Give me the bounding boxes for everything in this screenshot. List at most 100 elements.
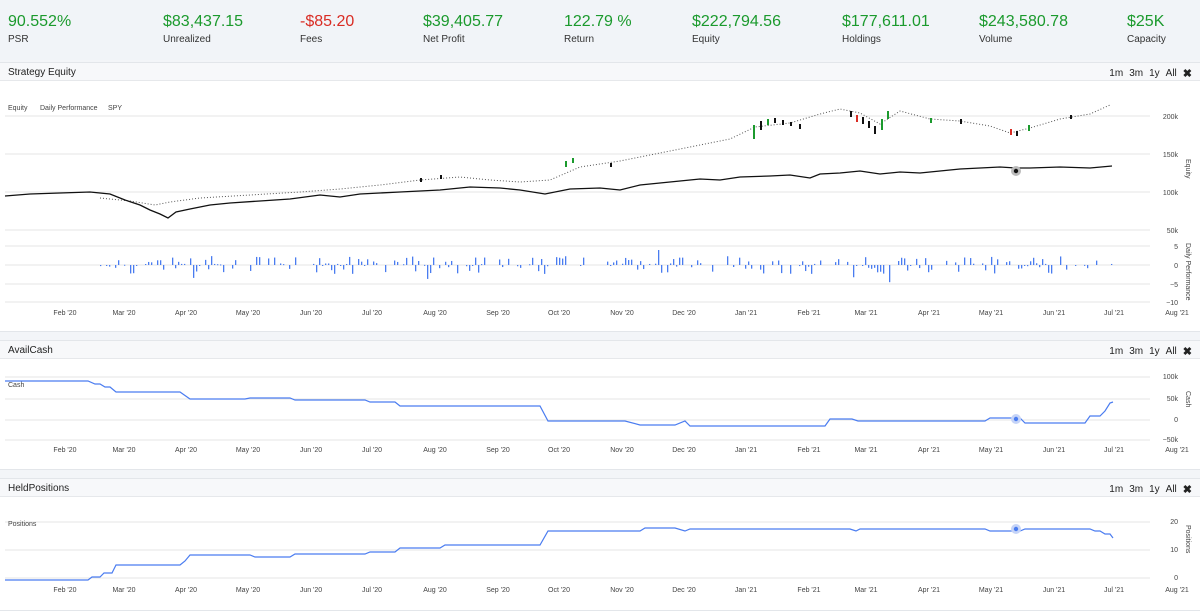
cash-line [5, 380, 1114, 427]
availcash-chart: Cash 100k 50k 0 −50k Cash Feb '20 Mar '20… [5, 374, 1191, 454]
performance-bar [220, 264, 222, 266]
x-tick-label: Sep '20 [486, 310, 510, 317]
performance-bar [325, 263, 327, 265]
x-tick-label: May '21 [979, 587, 1003, 594]
x-tick-label: Aug '20 [423, 447, 447, 454]
panel-title: AvailCash [8, 345, 53, 356]
x-tick-label: Jul '20 [362, 587, 382, 594]
performance-bar [799, 265, 801, 267]
x-tick-label: Oct '20 [548, 310, 570, 317]
performance-bar [100, 265, 102, 267]
performance-bar [700, 263, 702, 265]
performance-bar [1024, 265, 1026, 266]
heldpositions-panel: HeldPositions 1m 3m 1y All ✖ Positions 2… [0, 478, 1200, 611]
performance-bar [805, 265, 807, 272]
cash-axis-label: Cash [1184, 391, 1191, 407]
range-1y-button[interactable]: 1y [1149, 346, 1160, 357]
x-tick-label: May '21 [979, 447, 1003, 454]
range-3m-button[interactable]: 3m [1129, 346, 1144, 357]
performance-bar [610, 265, 612, 266]
performance-bar [385, 265, 387, 273]
range-1m-button[interactable]: 1m [1109, 484, 1124, 495]
x-tick-label: Apr '20 [175, 447, 197, 454]
performance-bar [451, 260, 453, 265]
legend-cash: Cash [8, 382, 24, 389]
close-icon[interactable]: ✖ [1182, 68, 1192, 80]
performance-bar [208, 265, 210, 270]
performance-bar [343, 265, 345, 270]
stat-value: -$85.20 [300, 13, 355, 30]
x-tick-label: Aug '21 [1165, 310, 1189, 317]
stat-label: PSR [8, 34, 29, 45]
x-tick-label: Apr '20 [175, 587, 197, 594]
x-tick-label: Aug '21 [1165, 587, 1189, 594]
performance-bar [334, 265, 336, 274]
performance-bar [319, 258, 321, 265]
range-1m-button[interactable]: 1m [1109, 68, 1124, 79]
performance-bar [433, 257, 435, 265]
performance-bar [448, 265, 450, 268]
performance-bar [991, 256, 993, 265]
stat-label: Unrealized [163, 34, 211, 45]
range-all-button[interactable]: All [1165, 68, 1177, 79]
performance-bar [649, 263, 651, 265]
performance-bar [328, 263, 330, 265]
performance-bar [289, 265, 291, 269]
range-1y-button[interactable]: 1y [1149, 484, 1160, 495]
performance-bar [118, 260, 120, 265]
performance-bar [985, 265, 987, 271]
close-icon[interactable]: ✖ [1182, 484, 1192, 496]
x-tick-label: Aug '20 [423, 587, 447, 594]
x-tick-label: Feb '20 [53, 447, 76, 454]
performance-bar [136, 265, 138, 266]
x-tick-label: Jul '21 [1104, 587, 1124, 594]
performance-bar [1060, 256, 1062, 265]
range-selector: 1m 3m 1y All ✖ [1109, 67, 1192, 80]
performance-bar [211, 256, 213, 265]
close-icon[interactable]: ✖ [1182, 346, 1192, 358]
x-tick-label: May '20 [236, 310, 260, 317]
performance-bar [430, 265, 432, 274]
performance-bar [403, 264, 405, 266]
stat-net-profit: $39,405.77 Net Profit [423, 12, 503, 45]
x-tick-label: Apr '21 [918, 447, 940, 454]
performance-bar [163, 265, 165, 270]
performance-bar [808, 265, 810, 267]
performance-bar [997, 259, 999, 265]
availcash-panel: AvailCash 1m 3m 1y All ✖ Cash 100k 50k 0… [0, 340, 1200, 470]
x-tick-label: Apr '21 [918, 310, 940, 317]
x-tick-label: May '21 [979, 310, 1003, 317]
performance-bar [133, 265, 135, 274]
performance-bar [733, 265, 735, 267]
performance-bar [466, 265, 468, 267]
range-3m-button[interactable]: 3m [1129, 68, 1144, 79]
performance-bar [250, 265, 252, 271]
performance-bar [367, 259, 369, 265]
performance-bar [982, 263, 984, 265]
stat-value: $177,611.01 [842, 13, 930, 30]
performance-bar [751, 265, 753, 269]
daily-performance-bars [100, 250, 1113, 283]
x-tick-label: Jul '21 [1104, 447, 1124, 454]
range-all-button[interactable]: All [1165, 346, 1177, 357]
performance-bar [1006, 262, 1008, 265]
performance-bar [145, 264, 147, 266]
spy-line [4, 165, 1113, 219]
range-1y-button[interactable]: 1y [1149, 68, 1160, 79]
performance-bar [394, 260, 396, 265]
panel-title: HeldPositions [8, 483, 70, 494]
range-all-button[interactable]: All [1165, 484, 1177, 495]
hover-marker-dot [1013, 168, 1019, 174]
performance-bar [865, 257, 867, 265]
stat-label: Return [564, 34, 595, 45]
range-1m-button[interactable]: 1m [1109, 346, 1124, 357]
range-3m-button[interactable]: 3m [1129, 484, 1144, 495]
performance-bar [565, 256, 567, 265]
x-tick-label: Jun '21 [1043, 587, 1065, 594]
performance-bar [970, 258, 972, 265]
performance-bar [439, 265, 441, 269]
performance-bar [160, 260, 162, 265]
perf-tick: 0 [1174, 263, 1178, 270]
performance-bar [316, 265, 318, 273]
performance-bar [625, 257, 627, 265]
